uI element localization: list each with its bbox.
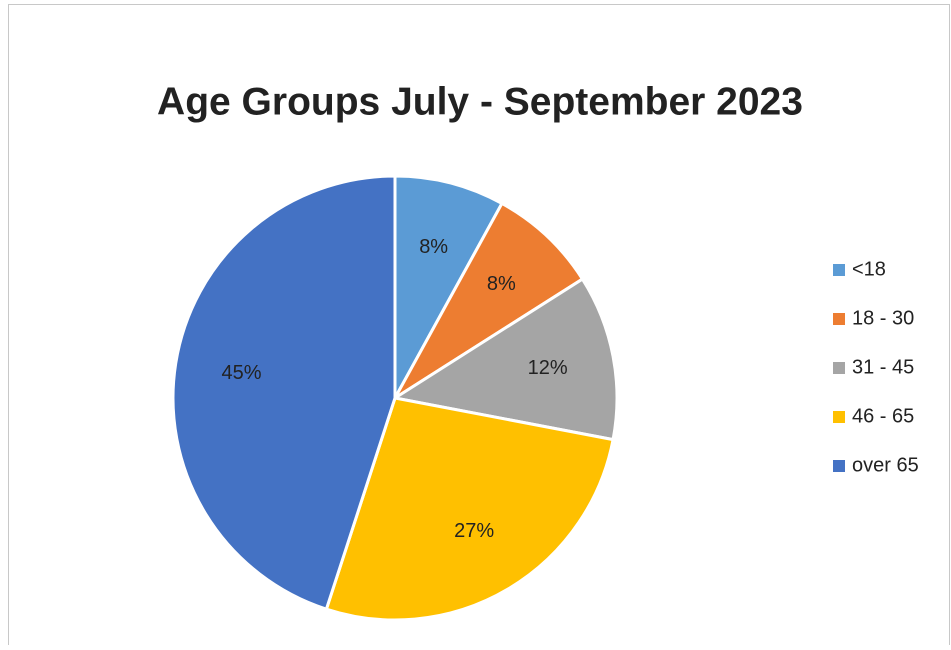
legend-label: 31 - 45 xyxy=(852,356,914,378)
data-label: 8% xyxy=(487,273,516,295)
legend-label: <18 xyxy=(852,258,886,280)
pie-slice xyxy=(171,174,397,612)
legend-swatch xyxy=(833,313,845,325)
pie-slice xyxy=(324,396,615,622)
data-label: 8% xyxy=(419,236,448,258)
data-label: 27% xyxy=(454,520,494,542)
legend-swatch xyxy=(833,362,845,374)
legend-label: 46 - 65 xyxy=(852,405,914,427)
data-label: 45% xyxy=(221,362,261,384)
legend-label: 18 - 30 xyxy=(852,307,914,329)
legend-swatch xyxy=(833,411,845,423)
legend-label: over 65 xyxy=(852,454,919,476)
pie-slice xyxy=(393,201,585,400)
legend-swatch xyxy=(833,264,845,276)
chart-title: Age Groups July - September 2023 xyxy=(157,80,803,123)
pie-slice xyxy=(393,174,504,399)
legend-swatch xyxy=(833,460,845,472)
data-label: 12% xyxy=(528,357,568,379)
pie-slice xyxy=(390,276,619,442)
